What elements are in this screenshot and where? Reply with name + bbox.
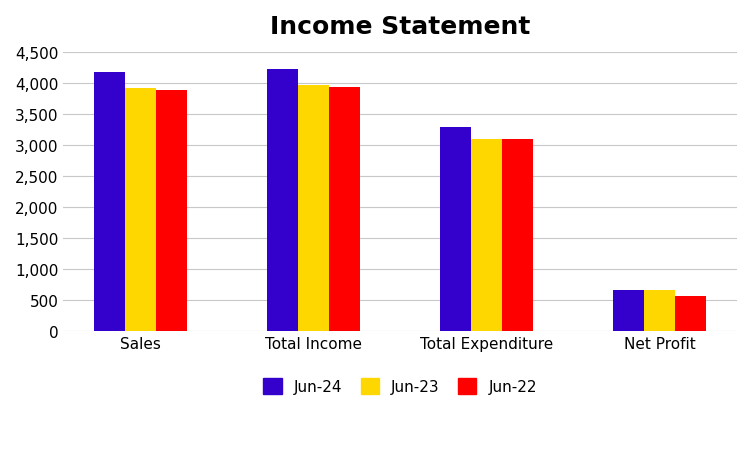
Title: Income Statement: Income Statement — [270, 15, 530, 39]
Bar — [502, 139, 533, 331]
Bar — [267, 70, 298, 331]
Bar — [471, 139, 502, 331]
Bar — [613, 291, 644, 331]
Bar — [156, 91, 187, 331]
Bar — [94, 73, 125, 331]
Bar — [644, 290, 675, 331]
Bar — [440, 128, 471, 331]
Bar — [675, 296, 706, 331]
Bar — [298, 86, 329, 331]
Legend: Jun-24, Jun-23, Jun-22: Jun-24, Jun-23, Jun-22 — [257, 373, 543, 400]
Bar — [329, 88, 360, 331]
Bar — [125, 88, 156, 331]
